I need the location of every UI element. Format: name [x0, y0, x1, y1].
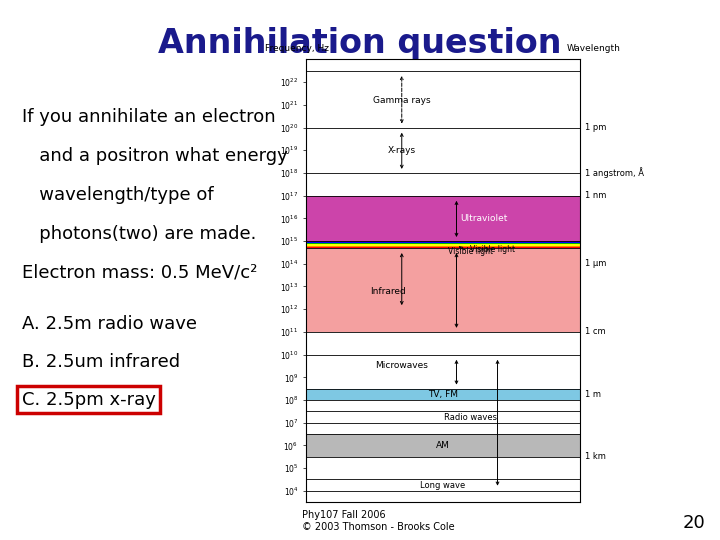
Bar — [306, 242, 580, 244]
Text: X-rays: X-rays — [387, 146, 416, 155]
Text: AM: AM — [436, 441, 450, 450]
Bar — [306, 244, 580, 245]
Text: and a positron what energy: and a positron what energy — [22, 147, 287, 165]
Text: If you annihilate an electron: If you annihilate an electron — [22, 108, 275, 126]
Bar — [306, 241, 580, 242]
Bar — [306, 247, 580, 248]
Text: photons(two) are made.: photons(two) are made. — [22, 225, 256, 242]
Text: A. 2.5m radio wave: A. 2.5m radio wave — [22, 315, 197, 333]
Text: Electron mass: 0.5 MeV/c²: Electron mass: 0.5 MeV/c² — [22, 264, 257, 281]
Text: Visible light: Visible light — [448, 247, 492, 256]
Bar — [306, 195, 580, 241]
Text: Phy107 Fall 2006
© 2003 Thomson - Brooks Cole: Phy107 Fall 2006 © 2003 Thomson - Brooks… — [302, 510, 455, 532]
Text: Microwaves: Microwaves — [375, 361, 428, 370]
Bar — [306, 246, 580, 247]
Bar — [306, 248, 580, 332]
Text: B. 2.5um infrared: B. 2.5um infrared — [22, 353, 180, 371]
Text: 1 angstrom, Å: 1 angstrom, Å — [585, 167, 644, 178]
Text: Annihilation question: Annihilation question — [158, 27, 562, 60]
Text: 1 cm: 1 cm — [585, 327, 606, 336]
Text: 1 km: 1 km — [585, 453, 606, 461]
Text: Frequency, Hz: Frequency, Hz — [265, 44, 329, 53]
Text: Radio waves: Radio waves — [444, 413, 497, 422]
Text: 1 μm: 1 μm — [585, 259, 606, 268]
Bar — [306, 434, 580, 457]
Text: 1 m: 1 m — [585, 390, 601, 399]
Bar — [306, 389, 580, 400]
Text: Ultraviolet: Ultraviolet — [460, 214, 508, 223]
Text: 1 nm: 1 nm — [585, 191, 606, 200]
Text: TV, FM: TV, FM — [428, 390, 458, 399]
Text: Long wave: Long wave — [420, 481, 465, 490]
Text: Gamma rays: Gamma rays — [373, 96, 431, 105]
Text: Wavelength: Wavelength — [567, 44, 621, 53]
Text: C. 2.5pm x-ray: C. 2.5pm x-ray — [22, 390, 156, 409]
Text: Visible light: Visible light — [459, 245, 516, 254]
Bar — [306, 245, 580, 246]
Text: Infrared: Infrared — [370, 287, 406, 295]
Text: 20: 20 — [683, 514, 706, 532]
Text: wavelength/type of: wavelength/type of — [22, 186, 213, 204]
Text: 1 pm: 1 pm — [585, 123, 606, 132]
